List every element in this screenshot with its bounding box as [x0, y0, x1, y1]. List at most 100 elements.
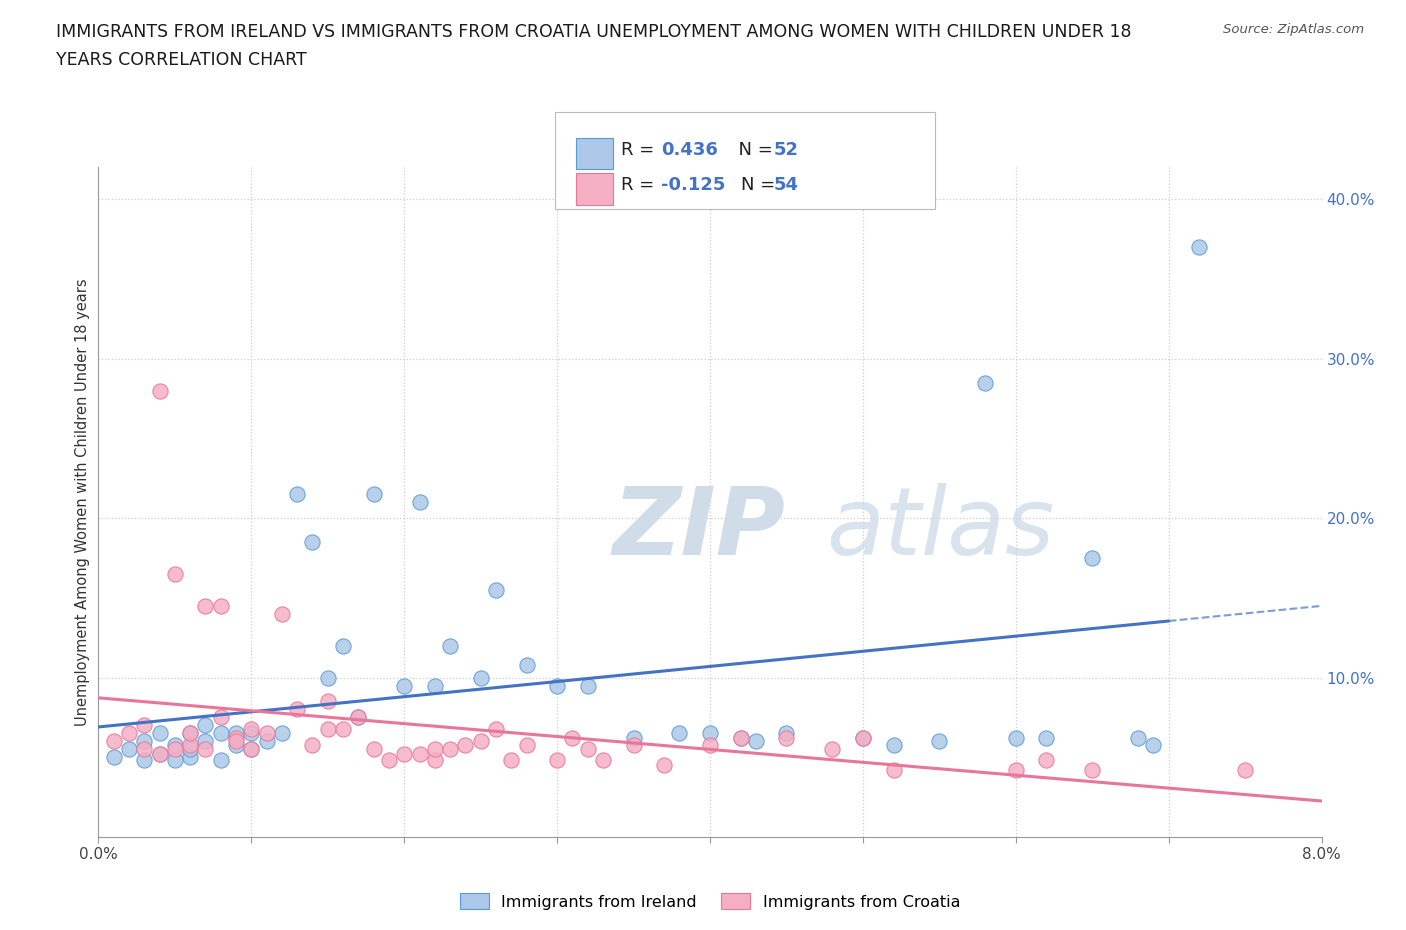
Point — [423, 753, 446, 768]
Point — [209, 598, 232, 613]
Point — [179, 726, 201, 741]
Point — [470, 734, 492, 749]
Y-axis label: Unemployment Among Women with Children Under 18 years: Unemployment Among Women with Children U… — [75, 278, 90, 726]
Point — [730, 731, 752, 746]
Point — [347, 710, 370, 724]
Point — [194, 598, 217, 613]
Point — [301, 535, 323, 550]
Point — [134, 753, 156, 768]
Text: 0.436: 0.436 — [661, 140, 717, 159]
Point — [546, 753, 568, 768]
Text: 52: 52 — [773, 140, 799, 159]
Point — [163, 566, 186, 581]
Point — [1035, 753, 1057, 768]
Point — [623, 731, 645, 746]
Point — [118, 742, 141, 757]
Point — [134, 742, 156, 757]
Point — [821, 742, 844, 757]
Legend: Immigrants from Ireland, Immigrants from Croatia: Immigrants from Ireland, Immigrants from… — [454, 886, 966, 916]
Point — [1081, 763, 1104, 777]
Point — [423, 742, 446, 757]
Point — [408, 495, 430, 510]
Point — [225, 726, 247, 741]
Point — [225, 731, 247, 746]
Point — [392, 678, 416, 693]
Text: N =: N = — [727, 140, 779, 159]
Point — [730, 731, 752, 746]
Point — [103, 750, 125, 764]
Point — [149, 747, 172, 762]
Point — [1188, 240, 1211, 255]
Text: R =: R = — [621, 140, 661, 159]
Point — [423, 678, 446, 693]
Point — [316, 671, 339, 685]
Point — [179, 737, 201, 752]
Point — [194, 718, 217, 733]
Text: -0.125: -0.125 — [661, 176, 725, 194]
Point — [285, 702, 308, 717]
Text: 54: 54 — [773, 176, 799, 194]
Point — [240, 721, 263, 736]
Point — [516, 737, 538, 752]
Point — [1035, 731, 1057, 746]
Point — [332, 638, 354, 653]
Point — [561, 731, 583, 746]
Point — [974, 375, 997, 390]
Point — [225, 734, 247, 749]
Point — [179, 726, 201, 741]
Point — [240, 742, 263, 757]
Point — [883, 737, 905, 752]
Point — [103, 734, 125, 749]
Point — [301, 737, 323, 752]
Point — [745, 734, 768, 749]
Point — [576, 678, 599, 693]
Point — [209, 726, 232, 741]
Text: R =: R = — [621, 176, 661, 194]
Point — [256, 734, 278, 749]
Point — [699, 737, 721, 752]
Point — [240, 742, 263, 757]
Point — [149, 383, 172, 398]
Point — [546, 678, 568, 693]
Point — [163, 742, 186, 757]
Point — [256, 726, 278, 741]
Text: N =: N = — [741, 176, 780, 194]
Point — [485, 582, 508, 597]
Point — [179, 742, 201, 757]
Point — [1004, 763, 1026, 777]
Point — [378, 753, 401, 768]
Text: IMMIGRANTS FROM IRELAND VS IMMIGRANTS FROM CROATIA UNEMPLOYMENT AMONG WOMEN WITH: IMMIGRANTS FROM IRELAND VS IMMIGRANTS FR… — [56, 23, 1132, 41]
Point — [775, 731, 797, 746]
Text: ZIP: ZIP — [612, 483, 785, 575]
Point — [316, 721, 339, 736]
Point — [332, 721, 354, 736]
Point — [454, 737, 477, 752]
Point — [928, 734, 950, 749]
Point — [270, 726, 294, 741]
Point — [347, 710, 370, 724]
Point — [883, 763, 905, 777]
Point — [149, 747, 172, 762]
Point — [225, 737, 247, 752]
Point — [668, 726, 690, 741]
Point — [1004, 731, 1026, 746]
Text: YEARS CORRELATION CHART: YEARS CORRELATION CHART — [56, 51, 307, 69]
Point — [316, 694, 339, 709]
Point — [285, 486, 308, 501]
Point — [392, 747, 416, 762]
Point — [163, 753, 186, 768]
Point — [179, 750, 201, 764]
Point — [775, 726, 797, 741]
Point — [623, 737, 645, 752]
Point — [194, 742, 217, 757]
Point — [699, 726, 721, 741]
Point — [134, 734, 156, 749]
Point — [852, 731, 875, 746]
Point — [134, 718, 156, 733]
Point — [194, 734, 217, 749]
Text: atlas: atlas — [827, 484, 1054, 575]
Point — [1128, 731, 1150, 746]
Point — [118, 726, 141, 741]
Point — [439, 638, 461, 653]
Point — [592, 753, 614, 768]
